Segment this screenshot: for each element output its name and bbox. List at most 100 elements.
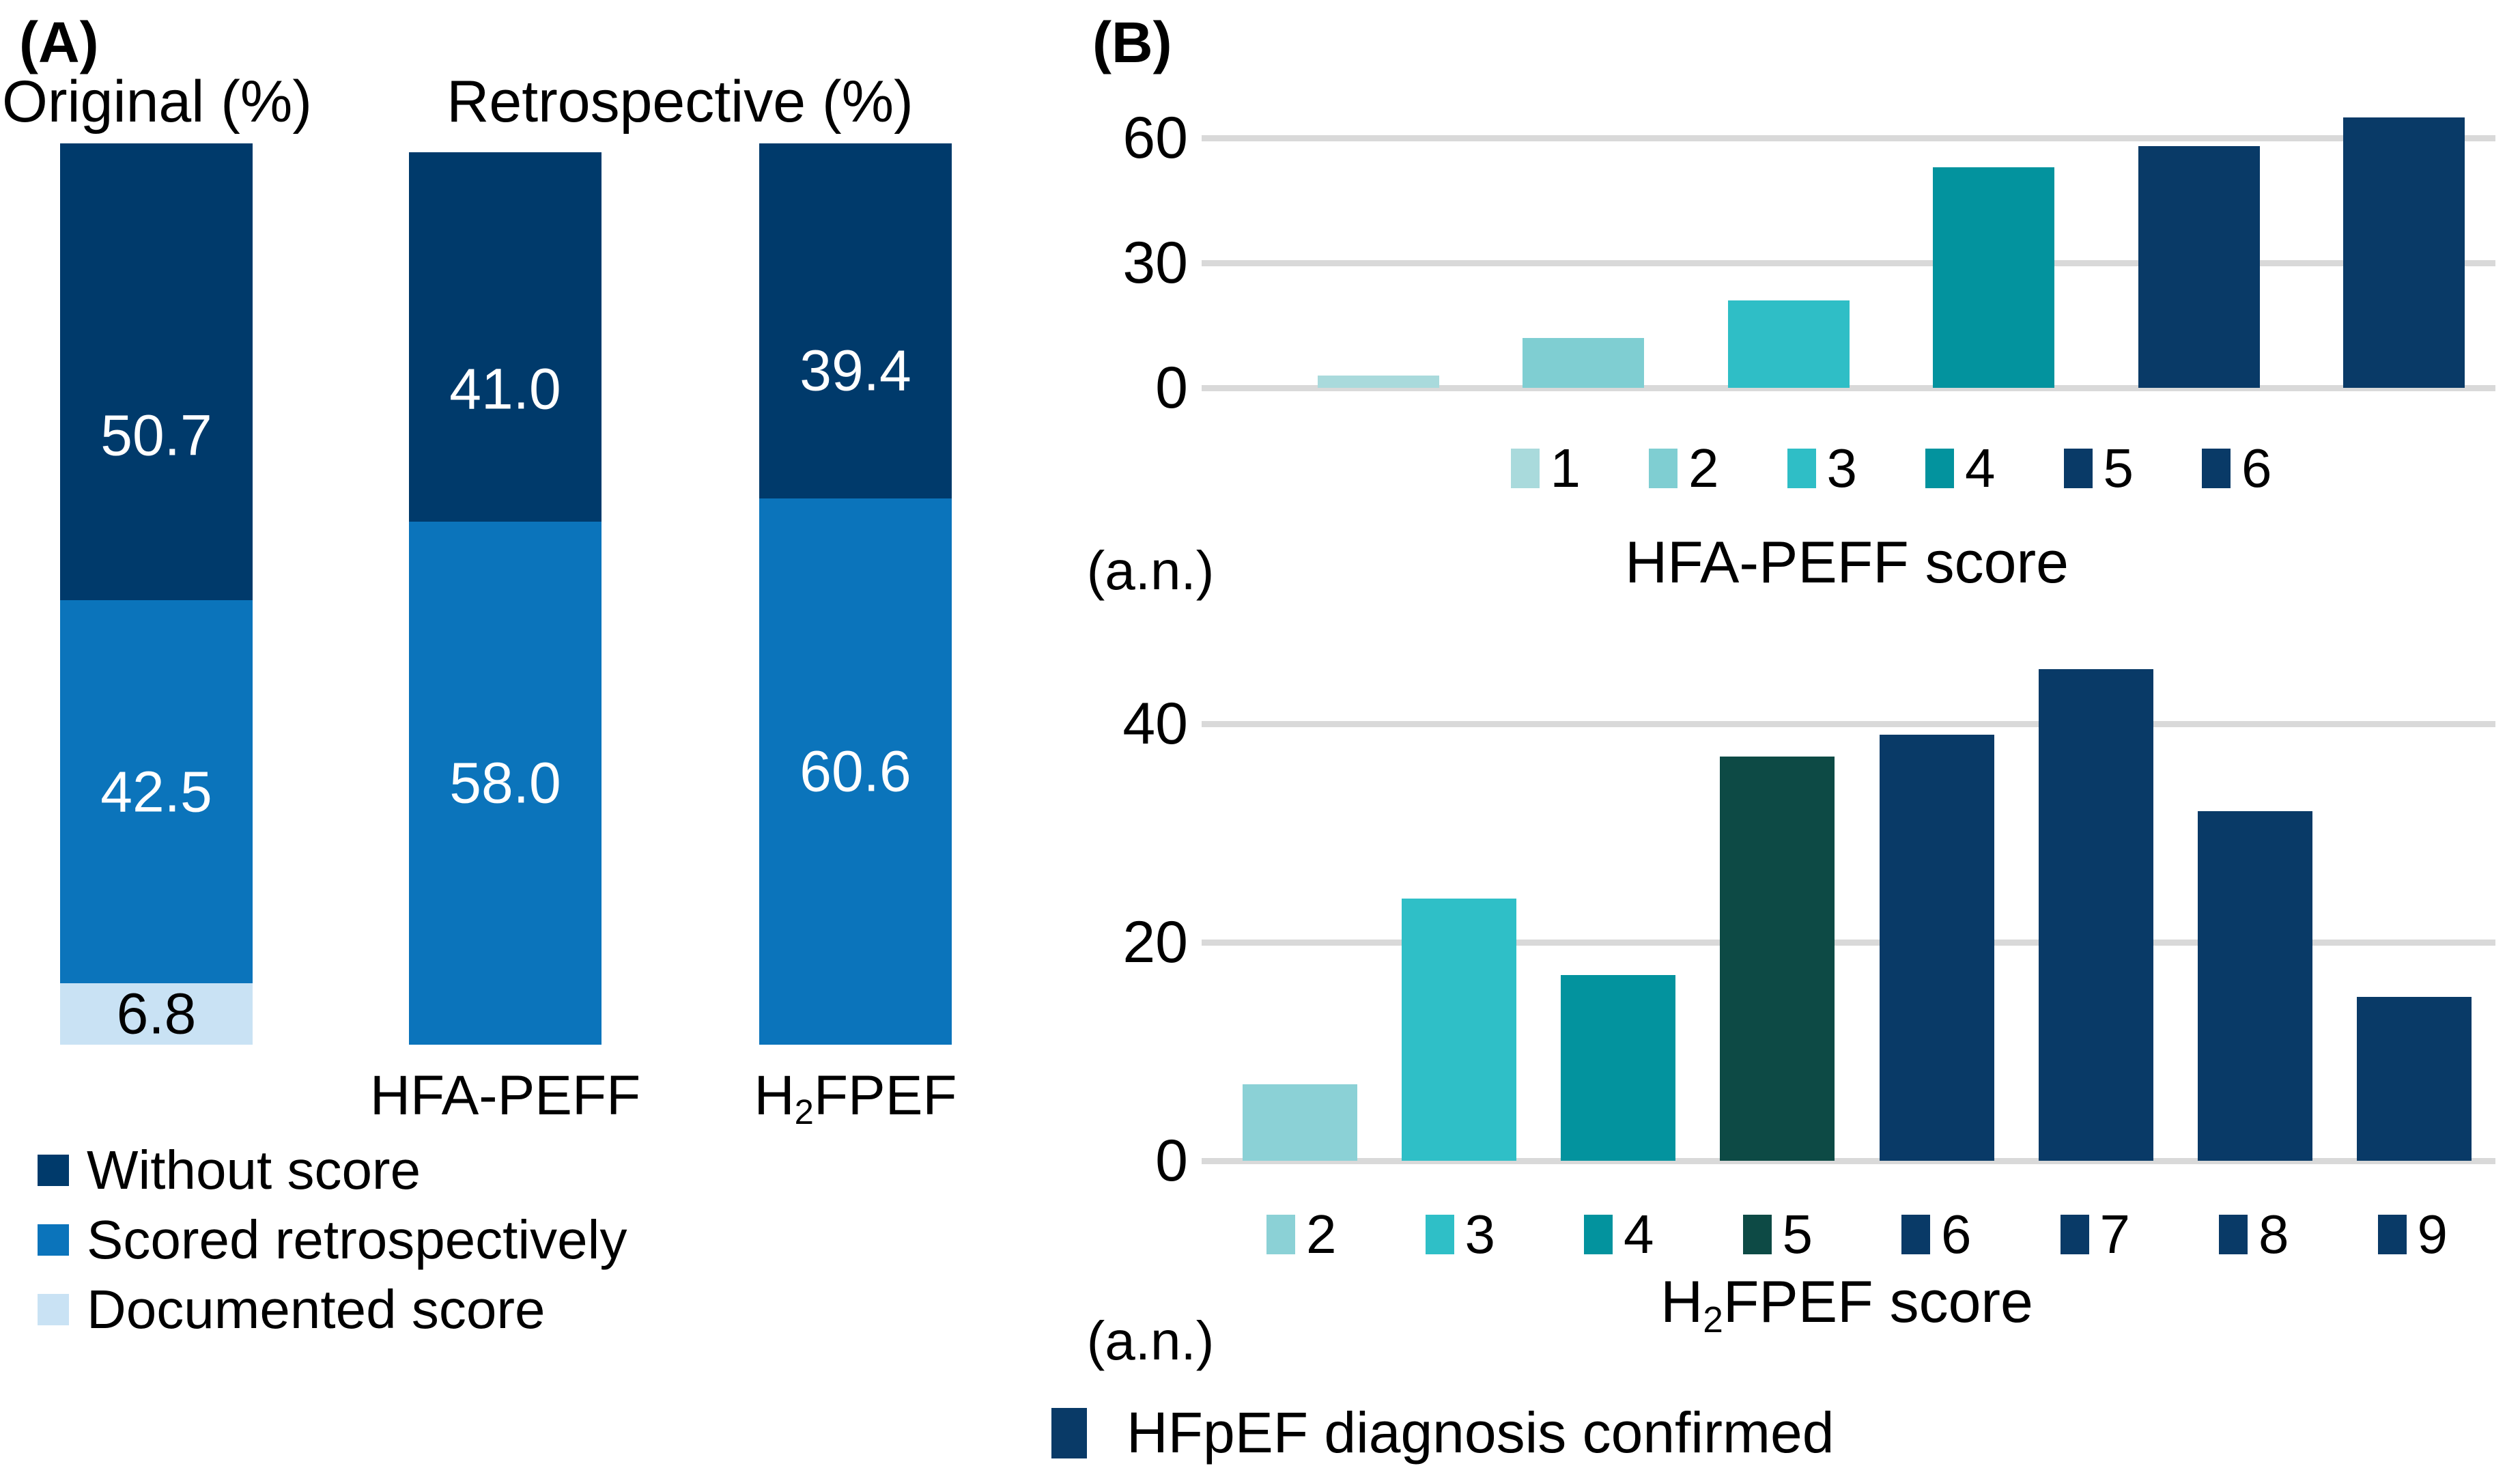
without-score-swatch-icon [38, 1155, 69, 1186]
ytick-label: 20 [1122, 909, 1188, 975]
legend-score-label: 8 [2259, 1204, 2289, 1265]
legend-item-score-1: 1 [1510, 437, 1581, 500]
h2fpef-ylabel: (a.n.) [1086, 1310, 1215, 1371]
legend-score-label: 4 [1624, 1204, 1654, 1265]
legend-item-score-9: 9 [2377, 1203, 2448, 1266]
ytick-label: 0 [1155, 1128, 1188, 1194]
h2fpef-pre: H [754, 1064, 795, 1127]
legend-score-label: 5 [1782, 1204, 1813, 1265]
legend-label: Documented score [87, 1279, 546, 1340]
documented-score-swatch-icon [38, 1294, 69, 1325]
legend-score-label: 3 [1826, 438, 1858, 498]
bar-segment-value: 58.0 [449, 750, 561, 815]
score-swatch-icon [1584, 1215, 1613, 1254]
bar-score-8 [2197, 811, 2312, 1161]
ytick-label: 30 [1122, 230, 1188, 296]
bar-score-2 [1243, 1084, 1357, 1161]
bar-segment-value: 50.7 [100, 403, 212, 468]
bar-score-6 [2343, 117, 2465, 388]
stacked-bar-HFA-PEFF: 41.0 58.0 [409, 152, 601, 1045]
score-swatch-icon [1266, 1215, 1295, 1254]
stacked-bar-Original: 50.7 42.5 6.8 [60, 143, 253, 1046]
hfa-peff-ylabel: (a.n.) [1086, 540, 1215, 601]
bar-score-6 [1879, 735, 1994, 1161]
legend-score-label: 3 [1464, 1204, 1496, 1265]
legend-score-label: 7 [2099, 1204, 2131, 1265]
scored-retrospectively-swatch-icon [38, 1224, 69, 1256]
legend-item-without-score: Without score [38, 1140, 627, 1200]
h2fpef-title-pre: H [1660, 1269, 1703, 1335]
confirmed-legend-label: HFpEF diagnosis confirmed [1127, 1400, 1835, 1465]
h2fpef-chart-title: H2FPEF score [1505, 1269, 2188, 1341]
panel-a-retrospective-title: Retrospective (%) [447, 69, 914, 135]
bar-segment-value: 6.8 [116, 981, 197, 1046]
bar-score-7 [2038, 669, 2153, 1161]
confirmed-diagnosis-legend: HFpEF diagnosis confirmed [1051, 1400, 1834, 1466]
gridline-20 [1202, 940, 2495, 946]
panel-a-xlabel-h2fpef: H2FPEF [685, 1064, 1026, 1132]
score-swatch-icon [1925, 449, 1954, 488]
legend-item-scored-retrospectively: Scored retrospectively [38, 1209, 627, 1270]
panel-a-original-title: Original (%) [2, 69, 312, 135]
legend-item-score-4: 4 [1925, 437, 1996, 500]
score-swatch-icon [1901, 1215, 1930, 1254]
bar-score-2 [1523, 337, 1645, 388]
panel-a-legend: Without score Scored retrospectively Doc… [38, 1140, 627, 1340]
gridline-60 [1202, 135, 2495, 141]
bar-score-4 [1561, 975, 1676, 1161]
legend-item-score-3: 3 [1787, 437, 1858, 500]
h2fpef-title-post: FPEF score [1723, 1269, 2033, 1335]
h2fpef-sub: 2 [794, 1092, 814, 1132]
bar-segment: 42.5 [60, 600, 253, 984]
legend-label: Scored retrospectively [87, 1209, 627, 1270]
stacked-bar-H2FPEF: 39.4 60.6 [759, 143, 952, 1045]
bar-score-5 [1720, 757, 1835, 1161]
legend-item-score-6: 6 [2202, 437, 2272, 500]
legend-item-score-4: 4 [1584, 1203, 1654, 1266]
bar-segment: 6.8 [60, 981, 253, 1046]
score-swatch-icon [1425, 1215, 1454, 1254]
legend-item-score-5: 5 [1742, 1203, 1813, 1266]
bar-segment: 58.0 [409, 522, 601, 1045]
score-swatch-icon [1649, 449, 1677, 488]
score-swatch-icon [1787, 449, 1816, 488]
gridline-0 [1202, 1158, 2495, 1164]
h2fpef-post: FPEF [813, 1064, 957, 1127]
bar-score-1 [1318, 375, 1439, 388]
bar-score-3 [1727, 300, 1850, 388]
legend-score-label: 6 [2241, 438, 2272, 498]
bar-score-9 [2357, 997, 2472, 1161]
bar-segment: 50.7 [60, 143, 253, 601]
bar-segment: 60.6 [759, 498, 952, 1045]
bar-score-5 [2138, 146, 2260, 388]
panel-a-xlabel-hfapeff: HFA-PEFF [369, 1064, 641, 1127]
ytick-label: 0 [1155, 355, 1188, 421]
bar-score-3 [1402, 899, 1517, 1161]
ytick-label: 60 [1122, 105, 1188, 171]
ytick-label: 40 [1122, 691, 1188, 757]
h2fpef-score-legend: 2 3 4 5 6 7 8 9 [1243, 1203, 2472, 1266]
hfpef-confirmed-swatch-icon [1051, 1407, 1087, 1458]
score-swatch-icon [1742, 1215, 1772, 1254]
score-swatch-icon [2060, 1215, 2089, 1254]
gridline-0 [1202, 385, 2495, 391]
legend-item-score-3: 3 [1425, 1203, 1496, 1266]
legend-score-label: 2 [1306, 1204, 1337, 1265]
score-swatch-icon [2063, 449, 2093, 488]
score-swatch-icon [2377, 1215, 2407, 1254]
bar-segment-value: 41.0 [449, 356, 561, 421]
legend-score-label: 6 [1941, 1204, 1972, 1265]
bar-segment-value: 60.6 [799, 739, 911, 804]
legend-item-score-6: 6 [1901, 1203, 1972, 1266]
score-swatch-icon [1510, 449, 1540, 488]
legend-score-label: 2 [1688, 438, 1719, 498]
legend-item-score-5: 5 [2063, 437, 2134, 500]
gridline-40 [1202, 721, 2495, 727]
h2fpef-title-sub: 2 [1703, 1299, 1723, 1340]
panel-b-label: (B) [1092, 10, 1172, 74]
gridline-30 [1202, 260, 2495, 266]
bar-segment: 39.4 [759, 143, 952, 499]
hfa-peff-chart-title: HFA-PEFF score [1625, 530, 2069, 595]
panel-a-label: (A) [19, 10, 99, 74]
